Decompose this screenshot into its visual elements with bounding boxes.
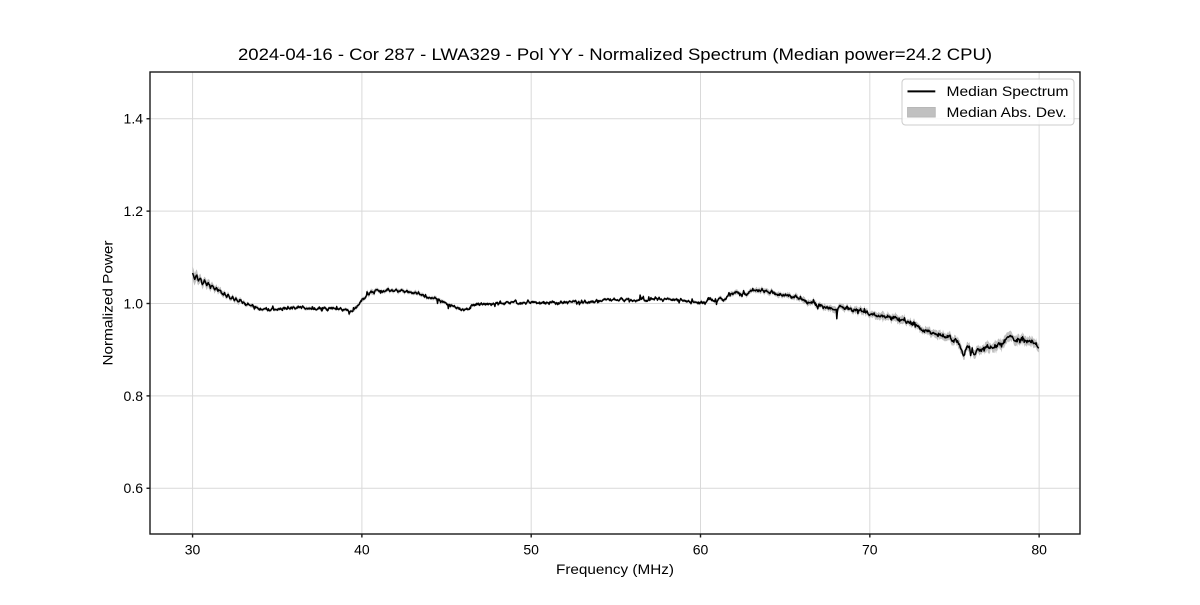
svg-text:60: 60 [693, 542, 709, 558]
svg-text:2024-04-16 - Cor 287 - LWA329: 2024-04-16 - Cor 287 - LWA329 - Pol YY -… [238, 45, 992, 64]
svg-text:1.4: 1.4 [124, 111, 144, 127]
svg-text:70: 70 [862, 542, 878, 558]
svg-text:0.6: 0.6 [124, 480, 144, 496]
svg-text:Median Abs. Dev.: Median Abs. Dev. [947, 104, 1067, 120]
svg-text:Normalized Power: Normalized Power [100, 240, 116, 365]
svg-text:0.8: 0.8 [124, 388, 144, 404]
svg-text:30: 30 [185, 542, 201, 558]
svg-text:Median Spectrum: Median Spectrum [947, 83, 1069, 99]
svg-text:1.0: 1.0 [124, 295, 144, 311]
svg-text:40: 40 [354, 542, 370, 558]
svg-text:80: 80 [1031, 542, 1047, 558]
svg-text:Frequency (MHz): Frequency (MHz) [556, 561, 674, 577]
svg-text:50: 50 [523, 542, 539, 558]
svg-text:1.2: 1.2 [124, 203, 144, 219]
